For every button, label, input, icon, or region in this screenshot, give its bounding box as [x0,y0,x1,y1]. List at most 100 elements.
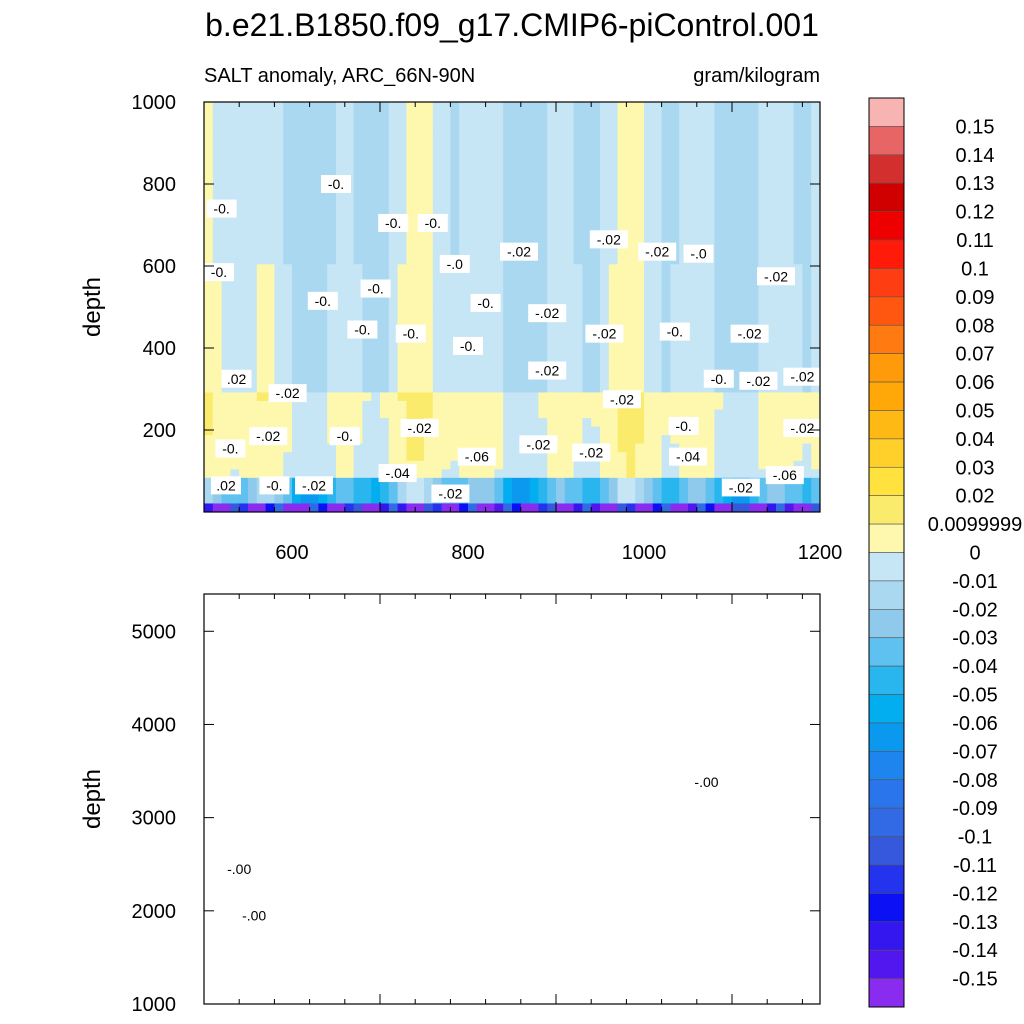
contour-cell [617,349,627,359]
contour-cell [758,255,768,265]
contour-cell [802,119,812,129]
contour-cell [591,392,601,402]
contour-cell [811,392,820,402]
contour-cell [221,324,231,334]
contour-cell [265,170,275,180]
contour-cell [406,452,416,462]
contour-cell [758,281,768,291]
contour-cell [424,341,434,351]
contour-cell [468,477,478,487]
contour-cell [767,195,777,206]
contour-cell [705,435,715,445]
contour-cell [512,110,522,120]
contour-cell [767,349,777,359]
contour-cell [344,102,355,112]
contour-cell [424,452,434,462]
contour-cell [362,119,372,129]
contour-cell [758,119,768,129]
contour-cell [318,443,328,453]
contour-cell [432,195,443,206]
contour-cell [336,503,346,512]
contour-cell [573,213,583,223]
contour-cell [582,383,592,394]
contour-cell [749,418,759,428]
contour-cell [679,281,689,291]
contour-cell [248,178,258,189]
contour-cell [459,195,469,206]
contour-cell [230,255,240,265]
contour-cell [441,170,451,180]
contour-cell [617,264,627,274]
contour-cell [776,170,786,180]
contour-cell [679,110,689,120]
contour-label-text: -.02 [645,244,669,260]
contour-label-text: -.02 [535,363,559,379]
contour-cell [723,204,733,214]
contour-cell [380,494,390,505]
contour-cell [221,161,231,171]
contour-label-text: -0. [354,322,370,338]
contour-cell [661,494,671,505]
contour-cell [520,221,531,231]
contour-cell [459,503,469,512]
contour-cell [723,443,733,453]
contour-cell [283,187,293,197]
contour-cell [283,170,293,180]
contour-cell [256,110,267,120]
contour-cell [239,418,249,428]
contour-cell [793,247,803,257]
contour-cell [749,494,759,505]
contour-cell [512,289,522,300]
contour-cell [644,307,654,317]
contour-cell [617,255,627,265]
contour-cell [441,119,451,129]
contour-cell [485,161,495,171]
contour-cell [256,178,267,189]
contour-cell [740,161,751,171]
contour-cell [459,102,469,112]
contour-cell [705,400,715,411]
contour-cell [776,443,786,453]
contour-cell [239,281,249,291]
contour-cell [212,503,223,512]
contour-cell [732,315,742,325]
contour-cell [661,264,671,274]
contour-cell [679,349,689,359]
contour-cell [371,358,381,368]
contour-cell [705,460,715,470]
contour-cell [802,332,812,342]
contour-cell [600,383,610,394]
contour-cell [230,144,240,154]
contour-cell [432,170,443,180]
contour-cell [212,187,223,197]
contour-cell [494,469,504,479]
contour-cell [397,341,407,351]
contour-cell [248,144,258,154]
y-tick-label: 1000 [132,92,177,114]
contour-cell [424,349,434,359]
contour-label: -.02 [585,324,624,343]
contour-cell [503,272,513,282]
contour-cell [344,238,355,248]
contour-cell [318,341,328,351]
contour-cell [476,264,487,274]
contour-cell [564,170,575,180]
contour-cell [749,452,759,462]
contour-cell [670,392,680,402]
contour-cell [529,281,539,291]
contour-cell [547,144,557,154]
contour-cell [538,418,548,428]
contour-cell [476,213,487,223]
contour-cell [793,110,803,120]
contour-cell [538,486,548,496]
contour-cell [520,383,531,394]
contour-cell [776,102,786,112]
contour-cell [503,187,513,197]
contour-cell [626,383,636,394]
contour-cell [564,238,575,248]
contour-cell [600,272,610,282]
contour-cell [362,221,372,231]
contour-cell [353,443,363,453]
contour-cell [450,195,460,206]
contour-cell [688,238,698,248]
